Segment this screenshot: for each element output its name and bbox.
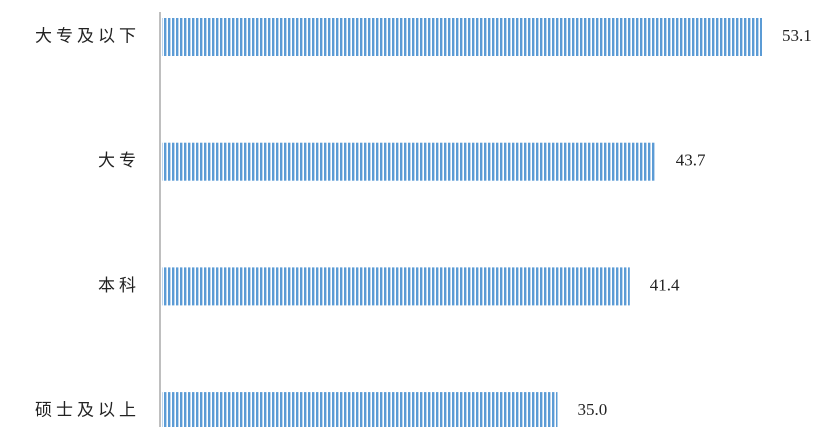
value-label: 43.7 bbox=[676, 151, 706, 170]
value-label: 53.1 bbox=[782, 26, 812, 45]
category-label: 大专 bbox=[98, 151, 140, 171]
bar bbox=[162, 18, 762, 56]
category-label: 本科 bbox=[98, 276, 140, 296]
value-label: 35.0 bbox=[577, 400, 607, 419]
bar bbox=[162, 142, 656, 181]
category-label: 大专及以下 bbox=[35, 27, 140, 47]
category-label: 硕士及以上 bbox=[35, 401, 140, 421]
bar bbox=[162, 392, 558, 427]
value-label: 41.4 bbox=[650, 275, 680, 294]
bar bbox=[162, 267, 630, 306]
